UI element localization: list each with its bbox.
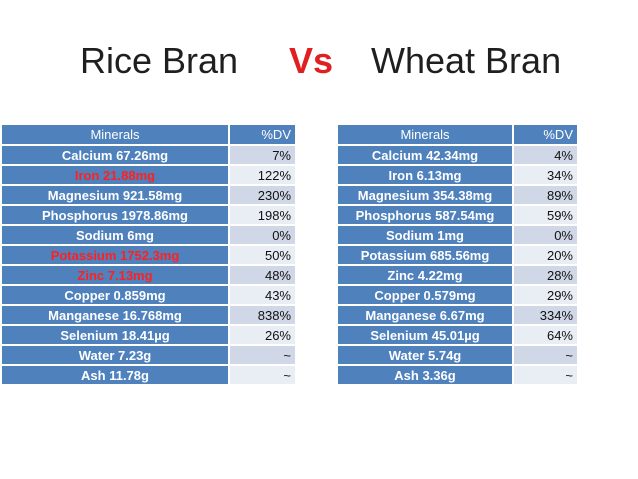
header-dv: %DV — [513, 125, 577, 146]
table-row: Iron 21.88mg 122% — [2, 165, 295, 186]
mineral-name-cell: Phosphorus 587.54mg — [338, 205, 514, 226]
mineral-name-cell: Calcium 42.34mg — [338, 145, 514, 166]
mineral-name-cell: Potassium 685.56mg — [338, 245, 514, 266]
dv-value-cell: 0% — [513, 225, 577, 246]
table-row: Ash 3.36g ~ — [338, 365, 577, 386]
dv-value-cell: 198% — [229, 205, 295, 226]
dv-value-cell: 34% — [513, 165, 577, 186]
dv-value-cell: 64% — [513, 325, 577, 346]
mineral-name-cell: Phosphorus 1978.86mg — [2, 205, 230, 226]
dv-value-cell: 28% — [513, 265, 577, 286]
table-row: Zinc 7.13mg 48% — [2, 265, 295, 286]
mineral-name-cell: Selenium 45.01µg — [338, 325, 514, 346]
dv-value-cell: ~ — [229, 345, 295, 366]
mineral-name-cell: Zinc 4.22mg — [338, 265, 514, 286]
mineral-name-cell: Copper 0.579mg — [338, 285, 514, 306]
header-minerals: Minerals — [338, 125, 514, 146]
table-row: Sodium 1mg 0% — [338, 225, 577, 246]
mineral-name-cell: Ash 3.36g — [338, 365, 514, 386]
dv-value-cell: ~ — [513, 345, 577, 366]
dv-value-cell: 48% — [229, 265, 295, 286]
table-row: Magnesium 354.38mg 89% — [338, 185, 577, 206]
mineral-name-cell: Zinc 7.13mg — [2, 265, 230, 286]
table-row: Manganese 16.768mg 838% — [2, 305, 295, 326]
dv-value-cell: 43% — [229, 285, 295, 306]
table-row: Calcium 67.26mg 7% — [2, 145, 295, 166]
mineral-name-cell: Iron 6.13mg — [338, 165, 514, 186]
mineral-name-cell: Magnesium 921.58mg — [2, 185, 230, 206]
dv-value-cell: 838% — [229, 305, 295, 326]
table-row: Magnesium 921.58mg 230% — [2, 185, 295, 206]
mineral-name-cell: Potassium 1752.3mg — [2, 245, 230, 266]
dv-value-cell: 29% — [513, 285, 577, 306]
mineral-name-cell: Copper 0.859mg — [2, 285, 230, 306]
mineral-name-cell: Magnesium 354.38mg — [338, 185, 514, 206]
table-row: Ash 11.78g ~ — [2, 365, 295, 386]
table-row: Potassium 1752.3mg 50% — [2, 245, 295, 266]
mineral-name-cell: Water 5.74g — [338, 345, 514, 366]
dv-value-cell: 20% — [513, 245, 577, 266]
dv-value-cell: 334% — [513, 305, 577, 326]
dv-value-cell: 122% — [229, 165, 295, 186]
title-wheat-bran: Wheat Bran — [371, 40, 562, 81]
table-row: Iron 6.13mg 34% — [338, 165, 577, 186]
dv-value-cell: 26% — [229, 325, 295, 346]
slide-title: Rice Bran Vs Wheat Bran — [0, 40, 638, 90]
table-row: Potassium 685.56mg 20% — [338, 245, 577, 266]
mineral-name-cell: Sodium 1mg — [338, 225, 514, 246]
dv-value-cell: 4% — [513, 145, 577, 166]
table-row: Copper 0.859mg 43% — [2, 285, 295, 306]
header-dv: %DV — [229, 125, 295, 146]
table-row: Phosphorus 1978.86mg 198% — [2, 205, 295, 226]
dv-value-cell: 230% — [229, 185, 295, 206]
mineral-name-cell: Iron 21.88mg — [2, 165, 230, 186]
dv-value-cell: 89% — [513, 185, 577, 206]
dv-value-cell: 50% — [229, 245, 295, 266]
mineral-name-cell: Calcium 67.26mg — [2, 145, 230, 166]
table-header-row: Minerals %DV — [2, 125, 295, 146]
dv-value-cell: ~ — [229, 365, 295, 386]
dv-value-cell: 7% — [229, 145, 295, 166]
mineral-name-cell: Selenium 18.41µg — [2, 325, 230, 346]
header-minerals: Minerals — [2, 125, 230, 146]
table-row: Selenium 45.01µg 64% — [338, 325, 577, 346]
table-row: Selenium 18.41µg 26% — [2, 325, 295, 346]
table-row: Water 7.23g ~ — [2, 345, 295, 366]
table-row: Manganese 6.67mg 334% — [338, 305, 577, 326]
dv-value-cell: 59% — [513, 205, 577, 226]
wheat-bran-minerals-table: Minerals %DV Calcium 42.34mg 4% Iron 6.13m… — [338, 125, 577, 386]
mineral-name-cell: Sodium 6mg — [2, 225, 230, 246]
dv-value-cell: ~ — [513, 365, 577, 386]
dv-value-cell: 0% — [229, 225, 295, 246]
table-row: Copper 0.579mg 29% — [338, 285, 577, 306]
mineral-name-cell: Water 7.23g — [2, 345, 230, 366]
table-row: Calcium 42.34mg 4% — [338, 145, 577, 166]
table-header-row: Minerals %DV — [338, 125, 577, 146]
rice-bran-minerals-table: Minerals %DV Calcium 67.26mg 7% Iron 21.88… — [2, 125, 295, 386]
table-row: Water 5.74g ~ — [338, 345, 577, 366]
mineral-name-cell: Manganese 16.768mg — [2, 305, 230, 326]
title-vs: Vs — [289, 40, 334, 81]
table-row: Zinc 4.22mg 28% — [338, 265, 577, 286]
title-rice-bran: Rice Bran — [80, 40, 239, 81]
mineral-name-cell: Ash 11.78g — [2, 365, 230, 386]
table-row: Phosphorus 587.54mg 59% — [338, 205, 577, 226]
table-row: Sodium 6mg 0% — [2, 225, 295, 246]
mineral-name-cell: Manganese 6.67mg — [338, 305, 514, 326]
